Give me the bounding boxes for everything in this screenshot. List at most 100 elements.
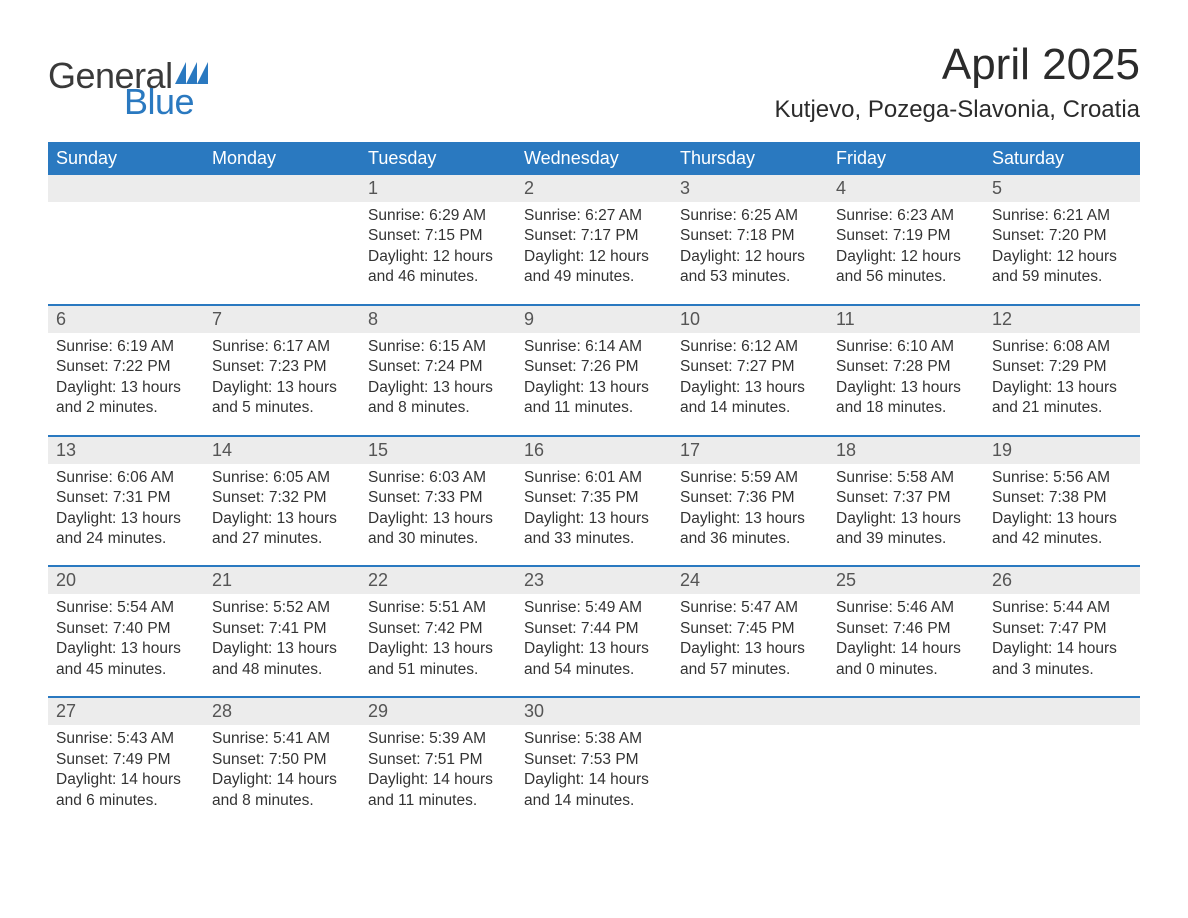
daylight2-text: and 59 minutes. [992, 267, 1132, 287]
daylight2-text: and 8 minutes. [368, 398, 508, 418]
daynum-row: 27282930 [48, 698, 1140, 725]
sunrise-text: Sunrise: 5:39 AM [368, 729, 508, 749]
day-cell: Sunrise: 6:01 AMSunset: 7:35 PMDaylight:… [516, 464, 672, 552]
daylight2-text: and 6 minutes. [56, 791, 196, 811]
daylight1-text: Daylight: 14 hours [524, 770, 664, 790]
day-number: 10 [672, 306, 828, 333]
daylight2-text: and 57 minutes. [680, 660, 820, 680]
sunset-text: Sunset: 7:36 PM [680, 488, 820, 508]
day-number: 19 [984, 437, 1140, 464]
sunset-text: Sunset: 7:33 PM [368, 488, 508, 508]
sunrise-text: Sunrise: 5:44 AM [992, 598, 1132, 618]
sunset-text: Sunset: 7:53 PM [524, 750, 664, 770]
day-cell: Sunrise: 5:41 AMSunset: 7:50 PMDaylight:… [204, 725, 360, 813]
sunrise-text: Sunrise: 5:52 AM [212, 598, 352, 618]
daylight1-text: Daylight: 13 hours [56, 378, 196, 398]
day-cell: Sunrise: 5:47 AMSunset: 7:45 PMDaylight:… [672, 594, 828, 682]
day-cell [828, 725, 984, 813]
sunrise-text: Sunrise: 6:17 AM [212, 337, 352, 357]
daylight1-text: Daylight: 13 hours [56, 509, 196, 529]
day-cell: Sunrise: 6:15 AMSunset: 7:24 PMDaylight:… [360, 333, 516, 421]
day-cell [204, 202, 360, 290]
day-cell: Sunrise: 5:52 AMSunset: 7:41 PMDaylight:… [204, 594, 360, 682]
day-cell: Sunrise: 5:56 AMSunset: 7:38 PMDaylight:… [984, 464, 1140, 552]
day-number: 27 [48, 698, 204, 725]
day-number: 8 [360, 306, 516, 333]
sunrise-text: Sunrise: 6:19 AM [56, 337, 196, 357]
day-number: 29 [360, 698, 516, 725]
sunrise-text: Sunrise: 5:49 AM [524, 598, 664, 618]
daylight2-text: and 54 minutes. [524, 660, 664, 680]
daylight2-text: and 2 minutes. [56, 398, 196, 418]
sunset-text: Sunset: 7:31 PM [56, 488, 196, 508]
day-cell: Sunrise: 6:06 AMSunset: 7:31 PMDaylight:… [48, 464, 204, 552]
day-number: 7 [204, 306, 360, 333]
day-cell: Sunrise: 6:29 AMSunset: 7:15 PMDaylight:… [360, 202, 516, 290]
sunset-text: Sunset: 7:27 PM [680, 357, 820, 377]
day-number: 5 [984, 175, 1140, 202]
daylight2-text: and 42 minutes. [992, 529, 1132, 549]
day-cell: Sunrise: 6:25 AMSunset: 7:18 PMDaylight:… [672, 202, 828, 290]
sunset-text: Sunset: 7:49 PM [56, 750, 196, 770]
daylight2-text: and 24 minutes. [56, 529, 196, 549]
sunrise-text: Sunrise: 5:43 AM [56, 729, 196, 749]
day-cell: Sunrise: 6:21 AMSunset: 7:20 PMDaylight:… [984, 202, 1140, 290]
daylight1-text: Daylight: 13 hours [212, 509, 352, 529]
day-cell: Sunrise: 5:51 AMSunset: 7:42 PMDaylight:… [360, 594, 516, 682]
sunrise-text: Sunrise: 6:06 AM [56, 468, 196, 488]
day-number: 6 [48, 306, 204, 333]
day-number [828, 698, 984, 725]
daylight2-text: and 30 minutes. [368, 529, 508, 549]
day-cell: Sunrise: 6:27 AMSunset: 7:17 PMDaylight:… [516, 202, 672, 290]
day-cell: Sunrise: 6:10 AMSunset: 7:28 PMDaylight:… [828, 333, 984, 421]
sunset-text: Sunset: 7:19 PM [836, 226, 976, 246]
sunset-text: Sunset: 7:38 PM [992, 488, 1132, 508]
sunrise-text: Sunrise: 6:01 AM [524, 468, 664, 488]
daylight1-text: Daylight: 13 hours [992, 378, 1132, 398]
day-number [48, 175, 204, 202]
day-cell: Sunrise: 5:44 AMSunset: 7:47 PMDaylight:… [984, 594, 1140, 682]
day-number: 16 [516, 437, 672, 464]
daylight2-text: and 27 minutes. [212, 529, 352, 549]
title-block: April 2025 Kutjevo, Pozega-Slavonia, Cro… [774, 40, 1140, 124]
content-row: Sunrise: 6:06 AMSunset: 7:31 PMDaylight:… [48, 464, 1140, 566]
daylight1-text: Daylight: 14 hours [212, 770, 352, 790]
day-number: 9 [516, 306, 672, 333]
daylight1-text: Daylight: 13 hours [524, 509, 664, 529]
day-number: 26 [984, 567, 1140, 594]
day-cell: Sunrise: 5:58 AMSunset: 7:37 PMDaylight:… [828, 464, 984, 552]
day-number: 30 [516, 698, 672, 725]
sunset-text: Sunset: 7:29 PM [992, 357, 1132, 377]
daylight1-text: Daylight: 13 hours [836, 378, 976, 398]
sunset-text: Sunset: 7:23 PM [212, 357, 352, 377]
day-cell: Sunrise: 6:03 AMSunset: 7:33 PMDaylight:… [360, 464, 516, 552]
sunset-text: Sunset: 7:17 PM [524, 226, 664, 246]
daylight1-text: Daylight: 13 hours [524, 378, 664, 398]
daylight1-text: Daylight: 13 hours [524, 639, 664, 659]
day-cell [672, 725, 828, 813]
sunrise-text: Sunrise: 5:58 AM [836, 468, 976, 488]
sunrise-text: Sunrise: 6:03 AM [368, 468, 508, 488]
day-cell: Sunrise: 5:38 AMSunset: 7:53 PMDaylight:… [516, 725, 672, 813]
daylight2-text: and 14 minutes. [680, 398, 820, 418]
day-number: 17 [672, 437, 828, 464]
daynum-row: 6789101112 [48, 306, 1140, 333]
daylight2-text: and 53 minutes. [680, 267, 820, 287]
month-title: April 2025 [774, 40, 1140, 90]
day-cell: Sunrise: 6:05 AMSunset: 7:32 PMDaylight:… [204, 464, 360, 552]
sunrise-text: Sunrise: 6:15 AM [368, 337, 508, 357]
daylight2-text: and 3 minutes. [992, 660, 1132, 680]
daylight2-text: and 39 minutes. [836, 529, 976, 549]
week: 13141516171819Sunrise: 6:06 AMSunset: 7:… [48, 435, 1140, 566]
content-row: Sunrise: 6:29 AMSunset: 7:15 PMDaylight:… [48, 202, 1140, 304]
daylight2-text: and 33 minutes. [524, 529, 664, 549]
daylight2-text: and 51 minutes. [368, 660, 508, 680]
sunset-text: Sunset: 7:47 PM [992, 619, 1132, 639]
day-number: 2 [516, 175, 672, 202]
sunrise-text: Sunrise: 6:14 AM [524, 337, 664, 357]
day-cell: Sunrise: 5:43 AMSunset: 7:49 PMDaylight:… [48, 725, 204, 813]
daylight2-text: and 46 minutes. [368, 267, 508, 287]
dayheader-thursday: Thursday [672, 142, 828, 175]
daynum-row: 20212223242526 [48, 567, 1140, 594]
day-number: 21 [204, 567, 360, 594]
